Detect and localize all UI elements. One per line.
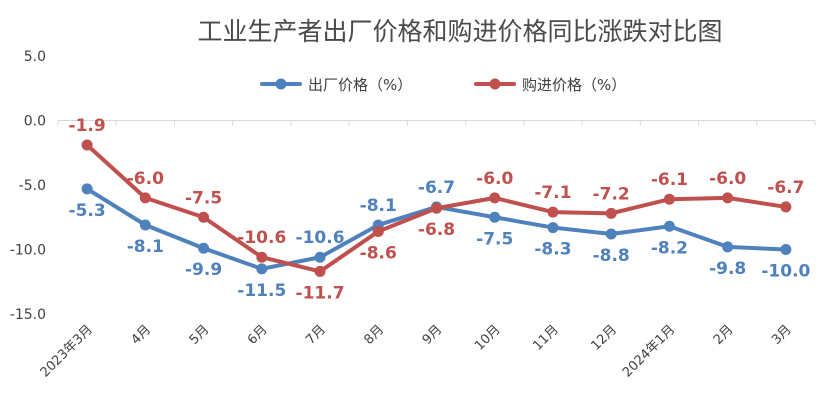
- data-label: -8.3: [534, 240, 571, 260]
- data-point: [722, 192, 734, 204]
- data-label: -10.6: [237, 228, 286, 248]
- x-tick-label: 6月: [245, 322, 271, 348]
- x-tick-label: 2023年3月: [38, 322, 96, 380]
- data-label: -11.5: [237, 281, 286, 301]
- data-label: -8.6: [360, 243, 397, 263]
- data-label: -8.8: [593, 246, 630, 266]
- chart-title: 工业生产者出厂价格和购进价格同比涨跌对比图: [197, 17, 722, 46]
- data-label: -8.1: [127, 237, 164, 257]
- data-label: -10.0: [761, 262, 810, 282]
- legend-marker: [489, 78, 501, 90]
- data-label: -6.7: [418, 178, 455, 198]
- x-tick-label: 4月: [129, 322, 155, 348]
- data-point: [256, 251, 268, 263]
- data-label: -6.7: [767, 178, 804, 198]
- y-tick-label: 5.0: [24, 49, 46, 65]
- data-point: [314, 251, 326, 263]
- x-tick-label: 11月: [530, 322, 561, 353]
- data-label: -7.2: [593, 184, 630, 204]
- data-point: [139, 219, 151, 231]
- data-point: [547, 222, 559, 234]
- data-point: [605, 207, 617, 219]
- x-tick-label: 12月: [589, 322, 620, 353]
- data-label: -9.8: [709, 259, 746, 279]
- data-label: -10.6: [296, 228, 345, 248]
- y-axis: 5.0 0.0 -5.0 -10.0 -15.0: [10, 49, 46, 323]
- data-point: [605, 228, 617, 240]
- data-point: [256, 263, 268, 275]
- x-tick-label: 8月: [361, 322, 387, 348]
- data-label: -9.9: [185, 260, 222, 280]
- legend-label: 购进价格（%）: [522, 76, 626, 94]
- data-label: -6.0: [476, 169, 513, 189]
- legend: 出厂价格（%） 购进价格（%）: [260, 76, 626, 94]
- data-point: [81, 183, 93, 195]
- data-label: -7.1: [534, 183, 571, 203]
- data-point: [722, 241, 734, 253]
- data-point: [372, 225, 384, 237]
- data-point: [81, 139, 93, 151]
- data-point: [489, 192, 501, 204]
- y-tick-label: -15.0: [10, 307, 46, 323]
- data-label: -8.1: [360, 196, 397, 216]
- data-point: [663, 193, 675, 205]
- data-label: -5.3: [69, 201, 106, 221]
- y-tick-label: -10.0: [10, 243, 46, 259]
- data-label: -6.0: [709, 169, 746, 189]
- y-tick-label: -5.0: [19, 178, 46, 194]
- data-point: [780, 201, 792, 213]
- data-point: [139, 192, 151, 204]
- data-label: -7.5: [185, 188, 222, 208]
- data-label: -8.2: [651, 238, 688, 258]
- x-tick-label: 3月: [769, 322, 795, 348]
- x-tick-label: 2月: [711, 322, 737, 348]
- x-tick-label: 5月: [187, 322, 213, 348]
- data-point: [198, 242, 210, 254]
- x-tick-label: 2024年1月: [620, 322, 678, 380]
- data-point: [780, 244, 792, 255]
- y-tick-label: 0.0: [24, 114, 46, 130]
- data-label: -6.0: [127, 169, 164, 189]
- data-point: [663, 220, 675, 232]
- data-point: [431, 202, 442, 214]
- data-label: -6.1: [651, 170, 688, 190]
- data-label: -6.8: [418, 220, 455, 240]
- data-label: -11.7: [296, 283, 345, 303]
- data-label: -1.9: [69, 116, 106, 136]
- legend-marker: [275, 78, 287, 90]
- data-point: [198, 211, 210, 223]
- series-layer: [81, 139, 792, 277]
- x-tick-label: 10月: [472, 322, 503, 353]
- data-label: -7.5: [476, 229, 513, 249]
- legend-label: 出厂价格（%）: [308, 76, 412, 94]
- x-tick-label: 9月: [420, 322, 446, 348]
- data-point: [489, 211, 501, 223]
- x-tick-label: 7月: [303, 322, 329, 348]
- data-point: [547, 206, 559, 218]
- data-labels-layer: -5.3-1.9-8.1-6.0-9.9-7.5-11.5-10.6 -10.6-…: [69, 116, 811, 303]
- data-point: [314, 265, 326, 277]
